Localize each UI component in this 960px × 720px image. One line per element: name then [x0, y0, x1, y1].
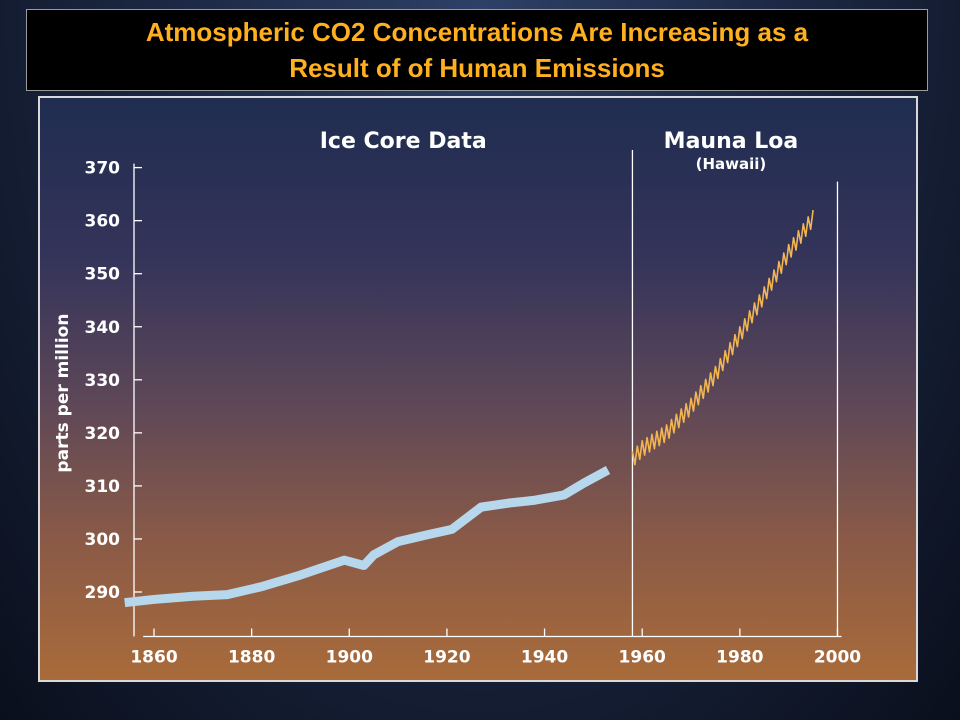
x-tick-label: 1940	[521, 648, 568, 668]
y-tick-label: 360	[85, 212, 121, 232]
y-tick-label: 310	[85, 477, 121, 497]
title-box: Atmospheric CO2 Concentrations Are Incre…	[26, 9, 928, 91]
labels: 290 300 310 320 330 340 350 360 370 1860 1880 1900 1…	[53, 129, 861, 668]
y-tick-label: 320	[85, 424, 121, 444]
mauna-loa-section-label: Mauna Loa	[664, 129, 799, 154]
y-tick-label: 340	[85, 318, 121, 338]
y-tick-label: 370	[85, 159, 121, 179]
x-tick-label: 1960	[619, 648, 666, 668]
co2-chart: 290 300 310 320 330 340 350 360 370 1860 1880 1900 1…	[53, 129, 861, 668]
y-tick-label: 290	[85, 583, 121, 603]
y-tick-label: 350	[85, 265, 121, 285]
x-tick-label: 1920	[423, 648, 470, 668]
y-tick-label: 330	[85, 371, 121, 391]
y-tick-label: 300	[85, 530, 121, 550]
slide-title: Atmospheric CO2 Concentrations Are Incre…	[145, 17, 809, 83]
mauna-loa-sublabel: (Hawaii)	[696, 155, 767, 173]
y-axis-label: parts per million	[53, 314, 73, 473]
series	[124, 209, 814, 608]
x-tick-label: 2000	[814, 648, 861, 668]
x-tick-label: 1900	[326, 648, 373, 668]
chart-panel: 290 300 310 320 330 340 350 360 370 1860 1880 1900 1…	[38, 96, 918, 682]
x-tick-label: 1860	[130, 648, 177, 668]
axes	[133, 150, 842, 638]
x-tick-label: 1880	[228, 648, 275, 668]
ice-core-section-label: Ice Core Data	[320, 129, 487, 154]
x-tick-label: 1980	[716, 648, 763, 668]
mauna-loa-line	[631, 209, 814, 466]
ice-core-line	[124, 466, 611, 608]
